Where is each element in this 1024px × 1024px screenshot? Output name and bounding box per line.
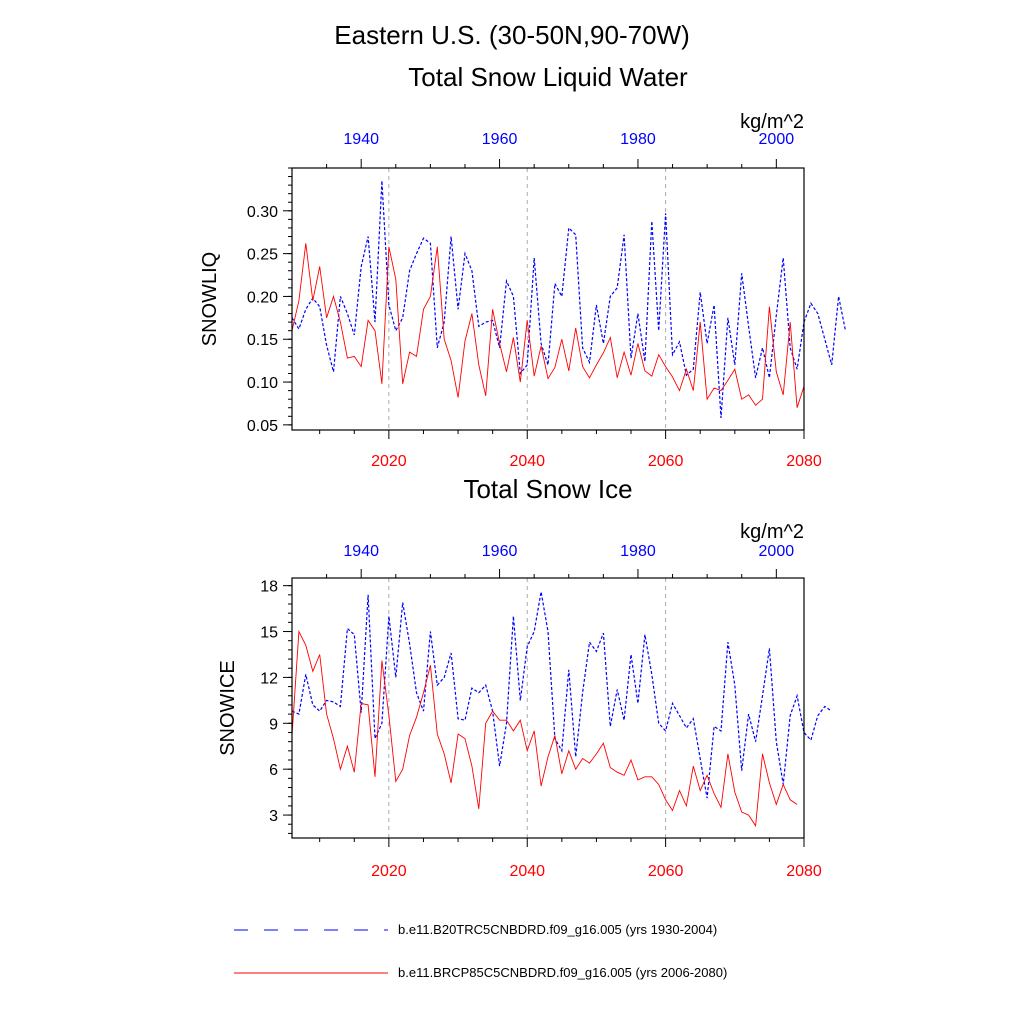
x-top-tick-label: 2000 <box>759 131 795 148</box>
x-bottom-tick-label: 2060 <box>648 863 684 880</box>
y-axis-label: SNOWLIQ <box>199 252 221 346</box>
y-tick-label: 12 <box>260 670 278 687</box>
y-tick-label: 0.20 <box>247 289 278 306</box>
x-bottom-tick-label: 2080 <box>786 453 822 470</box>
y-tick-label: 0.10 <box>247 375 278 392</box>
legend: b.e11.B20TRC5CNBDRD.f09_g16.005 (yrs 193… <box>234 922 727 980</box>
plot-frame <box>291 167 805 431</box>
panels: Total Snow Liquid Water kg/m^2 SNOWLIQ 0.05… <box>199 62 847 880</box>
series-historical-line <box>291 591 833 799</box>
plot-frame <box>291 577 805 839</box>
panel-snowice: Total Snow Ice kg/m^2 SNOWICE 3 6 9 12 15 18 2020… <box>217 474 833 880</box>
y-tick-label: 3 <box>269 808 278 825</box>
x-bottom-tick-label: 2040 <box>509 453 545 470</box>
y-tick-label: 0.05 <box>247 418 278 435</box>
y-tick-label: 6 <box>269 762 278 779</box>
y-axis-label: SNOWICE <box>217 660 239 756</box>
x-top-tick-label: 1980 <box>620 131 656 148</box>
x-top-tick-label: 1960 <box>482 543 518 560</box>
x-top-tick-label: 1940 <box>343 131 379 148</box>
units-label: kg/m^2 <box>740 111 804 133</box>
x-top-tick-label: 1940 <box>343 543 379 560</box>
panel-title: Total Snow Liquid Water <box>408 62 688 92</box>
x-bottom-tick-label: 2080 <box>786 863 822 880</box>
panel-title: Total Snow Ice <box>463 474 632 504</box>
y-tick-label: 0.15 <box>247 332 278 349</box>
units-label: kg/m^2 <box>740 521 804 543</box>
y-tick-label: 15 <box>260 625 278 642</box>
series-future-line <box>291 629 798 828</box>
legend-historical-label: b.e11.B20TRC5CNBDRD.f09_g16.005 (yrs 193… <box>398 922 717 937</box>
x-top-tick-label: 2000 <box>759 543 795 560</box>
series-historical-line <box>291 180 847 419</box>
y-tick-label: 0.25 <box>247 247 278 264</box>
x-bottom-tick-label: 2060 <box>648 453 684 470</box>
x-top-tick-label: 1980 <box>620 543 656 560</box>
x-bottom-tick-label: 2040 <box>509 863 545 880</box>
y-tick-label: 0.30 <box>247 204 278 221</box>
series-future-line <box>291 243 805 408</box>
x-top-tick-label: 1960 <box>482 131 518 148</box>
legend-future-label: b.e11.BRCP85C5CNBDRD.f09_g16.005 (yrs 20… <box>398 965 727 980</box>
y-tick-label: 9 <box>269 716 278 733</box>
y-tick-label: 18 <box>260 579 278 596</box>
x-bottom-tick-label: 2020 <box>371 863 407 880</box>
x-bottom-tick-label: 2020 <box>371 453 407 470</box>
main-title: Eastern U.S. (30-50N,90-70W) <box>334 20 689 50</box>
panel-snowliq: Total Snow Liquid Water kg/m^2 SNOWLIQ 0.05… <box>199 62 847 470</box>
